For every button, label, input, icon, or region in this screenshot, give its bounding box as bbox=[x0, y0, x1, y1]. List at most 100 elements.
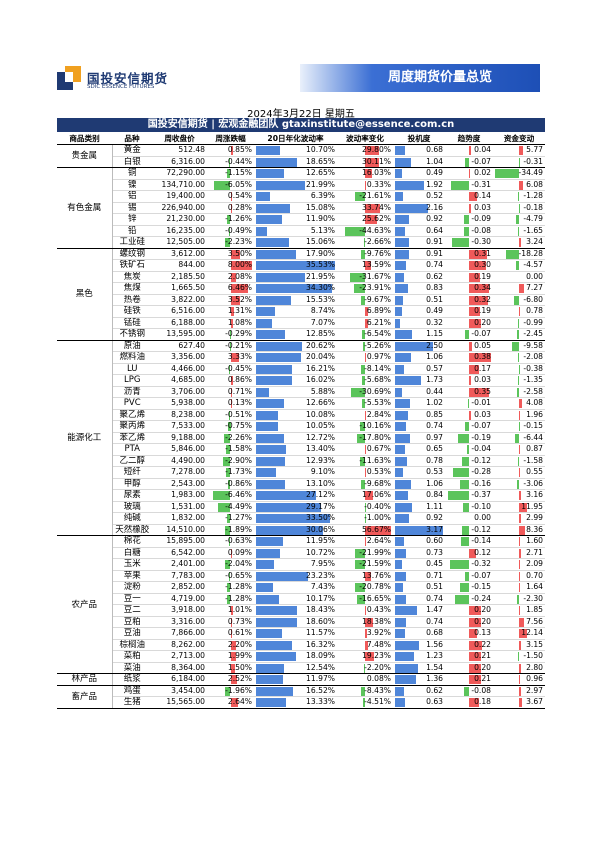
value-cell: -0.08 bbox=[445, 685, 493, 697]
data-bar bbox=[519, 445, 520, 454]
cell-text: 0.38 bbox=[474, 352, 491, 362]
value-cell: 6,516.00 bbox=[152, 305, 207, 318]
cell-text: 锰硅 bbox=[123, 317, 141, 328]
value-cell: 0.13 bbox=[445, 627, 493, 640]
cell-text: -1.28 bbox=[523, 191, 543, 201]
variety-cell: 天然橡胶 bbox=[112, 524, 152, 536]
cell-text: 聚丙烯 bbox=[119, 421, 145, 432]
data-bar bbox=[256, 571, 308, 581]
cell-text: 3.50% bbox=[227, 248, 252, 258]
data-bar bbox=[519, 410, 521, 420]
cell-text: -5.68% bbox=[364, 375, 391, 385]
data-bar bbox=[395, 456, 407, 466]
data-bar bbox=[519, 629, 528, 638]
cell-text: 苹果 bbox=[123, 570, 141, 581]
data-bar bbox=[256, 410, 279, 420]
value-cell: 5.77 bbox=[493, 144, 545, 157]
value-cell: -16.65% bbox=[337, 593, 393, 605]
value-cell: 1.15 bbox=[393, 328, 445, 341]
cell-text: 天然橡胶 bbox=[115, 524, 150, 535]
cell-text: 0.20 bbox=[474, 662, 491, 672]
cell-text: 0.60 bbox=[426, 536, 443, 546]
cell-text: -0.15 bbox=[523, 421, 543, 431]
cell-text: 21.99% bbox=[306, 179, 335, 189]
value-cell: 7,783.00 bbox=[152, 570, 207, 582]
cell-text: 15.53% bbox=[306, 294, 335, 304]
cell-text: 1.99% bbox=[227, 651, 252, 661]
value-cell: 844.00 bbox=[152, 259, 207, 272]
cell-text: -1.58 bbox=[523, 455, 543, 465]
data-bar bbox=[464, 571, 469, 581]
cell-text: 0.32 bbox=[474, 294, 491, 304]
table-row: 工业硅 12,505.00 -2.23% 15.06% -2.66% 0.91 -0.30 3… bbox=[57, 236, 545, 249]
variety-cell: 铜 bbox=[112, 167, 152, 180]
value-cell: 0.13% bbox=[207, 397, 254, 410]
cell-text: 0.64 bbox=[426, 225, 443, 235]
cell-text: 20.04% bbox=[306, 352, 335, 362]
value-cell: 23.23% bbox=[254, 570, 337, 582]
data-bar bbox=[519, 502, 528, 512]
value-cell: 29.80% bbox=[337, 144, 393, 157]
cell-text: 627.40 bbox=[178, 340, 205, 350]
cell-text: 0.02 bbox=[474, 168, 491, 178]
data-bar bbox=[256, 686, 293, 696]
value-cell: -6.44 bbox=[493, 432, 545, 444]
cell-text: -1.28% bbox=[225, 593, 252, 603]
variety-cell: 铅 bbox=[112, 225, 152, 237]
cell-text: -2.04% bbox=[225, 559, 252, 569]
cell-text: 1.47 bbox=[426, 605, 443, 615]
cell-text: -1.35 bbox=[523, 375, 543, 385]
value-cell: 6,188.00 bbox=[152, 317, 207, 329]
cell-text: -9.68% bbox=[364, 478, 391, 488]
value-cell: -3.06 bbox=[493, 478, 545, 490]
variety-cell: 菜粕 bbox=[112, 650, 152, 663]
data-bar bbox=[225, 560, 231, 569]
data-bar bbox=[469, 606, 481, 615]
value-cell: 0.09% bbox=[207, 547, 254, 559]
variety-cell: 豆粕 bbox=[112, 616, 152, 628]
data-bar bbox=[455, 594, 469, 604]
value-cell: 3,706.00 bbox=[152, 386, 207, 398]
value-cell: -10.16% bbox=[337, 420, 393, 433]
data-bar bbox=[363, 238, 365, 247]
value-cell: 16,235.00 bbox=[152, 225, 207, 237]
cell-text: 10.08% bbox=[306, 409, 335, 419]
data-bar bbox=[464, 226, 469, 236]
cell-text: 10.70% bbox=[306, 145, 335, 155]
value-cell: 0.05 bbox=[445, 340, 493, 352]
cell-text: 6.08 bbox=[526, 179, 543, 189]
data-bar bbox=[365, 261, 372, 270]
cell-text: 0.51 bbox=[426, 582, 443, 592]
data-bar bbox=[256, 548, 280, 558]
cell-text: -0.30 bbox=[471, 237, 491, 247]
cell-text: 20.62% bbox=[306, 340, 335, 350]
data-bar bbox=[230, 261, 252, 270]
data-bar bbox=[395, 652, 414, 661]
value-cell: 0.96 bbox=[493, 673, 545, 686]
category-cell: 林产品 bbox=[57, 673, 113, 686]
cell-text: 16.52% bbox=[306, 685, 335, 695]
variety-cell: LU bbox=[112, 363, 152, 375]
cell-text: -2.45 bbox=[523, 329, 543, 339]
cell-text: -20.78% bbox=[359, 582, 391, 592]
cell-text: 0.00 bbox=[474, 513, 491, 523]
cell-text: PTA bbox=[124, 444, 140, 455]
table-row: 沥青 3,706.00 0.71% 5.88% -30.69% 0.44 0.35 -2.58 bbox=[57, 386, 545, 398]
cell-text: 4.08 bbox=[526, 398, 543, 408]
value-cell: -1.73% bbox=[207, 466, 254, 479]
data-bar bbox=[350, 272, 365, 282]
data-bar bbox=[469, 410, 471, 420]
value-cell: -2.23% bbox=[207, 236, 254, 249]
data-bar bbox=[519, 180, 524, 190]
value-cell: 0.34 bbox=[445, 282, 493, 295]
cell-text: 0.85 bbox=[426, 409, 443, 419]
cell-text: -2.58 bbox=[523, 386, 543, 396]
data-bar bbox=[230, 675, 238, 684]
cell-text: -2.26% bbox=[225, 432, 252, 442]
table-row: 林产品 纸浆 6,184.00 2.52% 11.97% 0.08% 1.36 0.21 0.9… bbox=[57, 673, 545, 686]
value-cell: 2.64% bbox=[207, 696, 254, 709]
value-cell: 2.97 bbox=[493, 685, 545, 697]
cell-text: 0.84 bbox=[426, 490, 443, 500]
data-bar bbox=[395, 468, 404, 477]
data-bar bbox=[464, 686, 469, 696]
